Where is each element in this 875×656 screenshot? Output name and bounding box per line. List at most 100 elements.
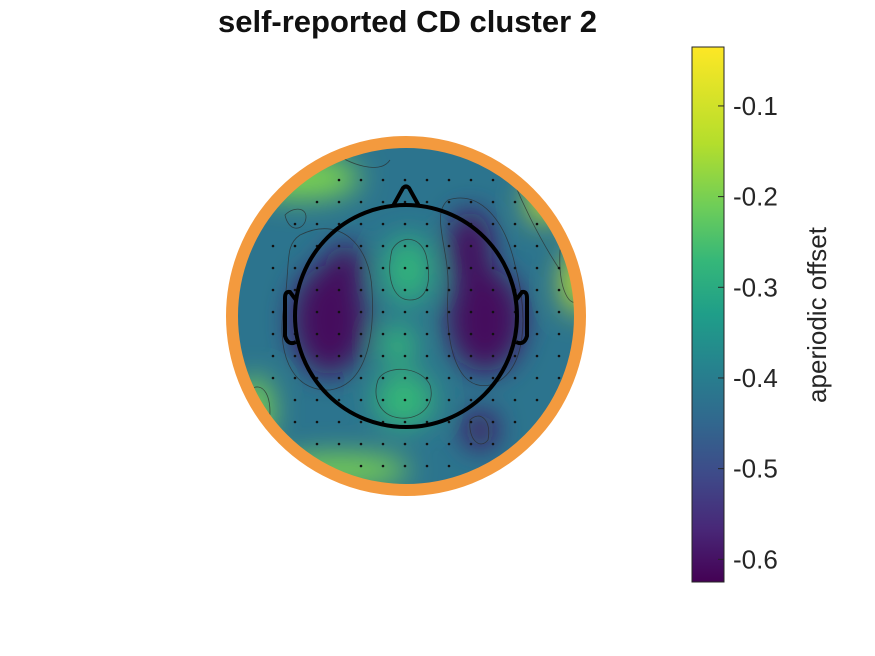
electrode-dot — [513, 354, 517, 358]
electrode-dot — [337, 398, 341, 402]
electrode-dot — [469, 332, 473, 336]
electrode-dot — [557, 310, 561, 314]
electrode-dot — [381, 464, 385, 468]
electrode-dot — [469, 266, 473, 270]
electrode-dot — [491, 200, 495, 204]
head-circle — [293, 203, 519, 429]
electrode-dot — [557, 354, 561, 358]
electrode-dot — [271, 266, 275, 270]
topo-region-left-temporal-parietal — [325, 245, 365, 295]
electrode-dot — [315, 310, 319, 314]
electrode-dot — [535, 244, 539, 248]
electrode-dot — [359, 420, 363, 424]
electrode-dot — [381, 398, 385, 402]
electrode-dot — [293, 244, 297, 248]
electrode-dot — [337, 266, 341, 270]
electrode-dot — [403, 354, 407, 358]
colorbar-tick-label: -0.4 — [733, 363, 778, 393]
electrode-dot — [447, 288, 451, 292]
electrode-dot — [491, 354, 495, 358]
electrode-dot — [557, 376, 561, 380]
electrode-dot — [271, 310, 275, 314]
electrode-dot — [425, 288, 429, 292]
head-outline — [283, 184, 529, 429]
electrode-dot — [337, 244, 341, 248]
electrode-dot — [425, 266, 429, 270]
electrode-dot — [469, 178, 473, 182]
electrode-dot — [403, 266, 407, 270]
electrode-dot — [491, 266, 495, 270]
electrode-dot — [381, 376, 385, 380]
electrode-dot — [359, 376, 363, 380]
electrode-dot — [315, 420, 319, 424]
topo-region-occipital-midline — [380, 325, 416, 365]
electrode-dot — [293, 266, 297, 270]
electrode-dot — [403, 222, 407, 226]
electrode-dot — [315, 222, 319, 226]
electrode-dot — [315, 266, 319, 270]
electrode-dot — [337, 420, 341, 424]
electrode-dot — [491, 222, 495, 226]
electrode-dot — [315, 288, 319, 292]
contour-line — [284, 208, 307, 229]
electrode-dot — [469, 442, 473, 446]
electrode-dot — [447, 376, 451, 380]
electrode-dot — [403, 376, 407, 380]
electrode-dot — [469, 376, 473, 380]
electrode-dot — [293, 288, 297, 292]
colorbar-tick-label: -0.5 — [733, 454, 778, 484]
electrode-dot — [403, 420, 407, 424]
electrode-dot — [293, 420, 297, 424]
electrode-dot — [447, 200, 451, 204]
electrode-dot — [381, 332, 385, 336]
electrode-dot — [359, 464, 363, 468]
electrode-dot — [293, 398, 297, 402]
colorbar-tick-label: -0.2 — [733, 182, 778, 212]
electrode-dot — [535, 376, 539, 380]
electrode-dot — [425, 310, 429, 314]
right-ear-outline — [514, 289, 529, 346]
electrode-dot — [337, 332, 341, 336]
electrode-dot — [469, 310, 473, 314]
electrode-dot — [447, 464, 451, 468]
electrode-dot — [403, 398, 407, 402]
chart-title: self-reported CD cluster 2 — [218, 4, 597, 39]
electrode-dot — [403, 332, 407, 336]
electrode-dot — [315, 200, 319, 204]
electrode-dot — [491, 420, 495, 424]
colorbar-tick-label: -0.6 — [733, 544, 778, 574]
electrode-dot — [535, 398, 539, 402]
electrode-dot — [469, 420, 473, 424]
electrode-dot — [491, 332, 495, 336]
electrode-dot — [513, 398, 517, 402]
electrode-dot — [535, 332, 539, 336]
electrode-dot — [381, 244, 385, 248]
electrode-dot — [315, 332, 319, 336]
electrode-dot — [359, 266, 363, 270]
electrode-dot — [491, 398, 495, 402]
electrode-dot — [271, 354, 275, 358]
electrode-dot — [359, 200, 363, 204]
electrode-dot — [359, 398, 363, 402]
electrode-dot — [469, 200, 473, 204]
electrode-dot — [491, 310, 495, 314]
electrode-dot — [557, 266, 561, 270]
electrode-dot — [513, 244, 517, 248]
electrode-dot — [469, 354, 473, 358]
electrode-dot — [381, 200, 385, 204]
electrode-dot — [293, 376, 297, 380]
electrode-dot — [513, 200, 517, 204]
electrode-dot — [425, 398, 429, 402]
electrode-dot — [271, 332, 275, 336]
electrode-dot — [447, 266, 451, 270]
electrode-dot — [337, 288, 341, 292]
electrode-dot — [447, 442, 451, 446]
electrode-dot — [403, 288, 407, 292]
electrode-dot — [469, 288, 473, 292]
electrode-dot — [381, 178, 385, 182]
electrode-dot — [359, 310, 363, 314]
electrode-dot — [403, 310, 407, 314]
electrode-dot — [425, 222, 429, 226]
electrode-dot — [403, 178, 407, 182]
electrode-dot — [315, 442, 319, 446]
